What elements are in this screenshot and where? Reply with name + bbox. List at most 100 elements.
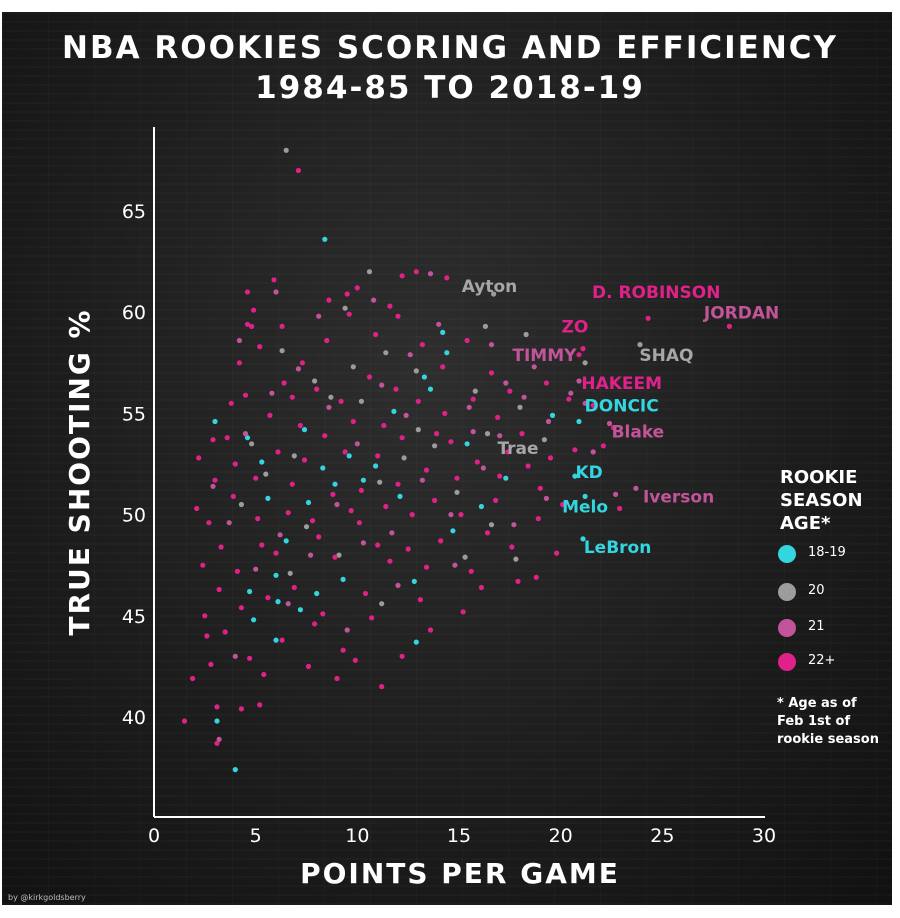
data-point — [275, 449, 281, 455]
y-tick-label: 65 — [122, 201, 146, 223]
data-point — [497, 433, 503, 439]
data-point — [478, 584, 484, 591]
annotation-label: Melo — [562, 498, 608, 518]
x-ticks: 0 5 10 15 20 25 30 — [148, 825, 776, 847]
data-point — [352, 657, 358, 663]
data-point — [350, 364, 356, 370]
data-point — [440, 329, 446, 335]
data-point — [340, 647, 346, 653]
legend-label: 20 — [808, 583, 825, 598]
data-point — [560, 501, 566, 508]
data-point — [472, 388, 478, 394]
legend-swatch — [778, 619, 796, 637]
data-point — [491, 291, 497, 297]
data-point — [537, 485, 543, 491]
data-point — [488, 522, 495, 528]
data-point — [478, 503, 484, 510]
data-point — [238, 501, 244, 508]
data-point — [279, 348, 285, 354]
data-point — [377, 479, 383, 485]
data-point — [515, 578, 521, 585]
data-point — [214, 704, 220, 710]
data-point — [299, 360, 305, 366]
data-point — [257, 344, 263, 350]
data-point — [423, 467, 430, 473]
data-point — [249, 323, 255, 329]
data-point — [238, 706, 244, 712]
data-point — [379, 601, 385, 607]
data-point — [395, 313, 401, 319]
data-point — [277, 532, 283, 538]
x-tick-label: 15 — [447, 825, 471, 847]
data-point — [389, 530, 395, 536]
data-point — [267, 412, 273, 418]
data-point — [362, 590, 369, 597]
data-point — [295, 167, 301, 174]
data-point — [633, 485, 639, 491]
data-point — [236, 337, 242, 344]
data-point — [269, 390, 275, 396]
data-point — [212, 418, 218, 425]
data-point — [464, 337, 470, 344]
annotation-label: KD — [575, 463, 602, 483]
data-point — [488, 342, 495, 348]
data-point — [253, 475, 259, 481]
data-point — [474, 459, 480, 465]
data-point — [379, 382, 385, 388]
data-point — [348, 508, 354, 514]
data-point — [291, 453, 297, 459]
chart-title-line-2: 1984-85 TO 2018-19 — [255, 70, 645, 106]
data-point — [549, 412, 556, 418]
y-axis-label: TRUE SHOOTING % — [63, 308, 96, 636]
data-point — [226, 520, 232, 526]
data-point — [255, 516, 261, 522]
data-point — [572, 447, 578, 453]
data-point — [336, 552, 342, 558]
y-tick-label: 50 — [122, 505, 146, 527]
data-point — [495, 414, 501, 420]
data-point — [214, 740, 220, 746]
data-point — [210, 437, 216, 443]
data-point — [232, 461, 238, 467]
data-point — [251, 617, 257, 623]
chart-title-line-1: NBA ROOKIES SCORING AND EFFICIENCY — [62, 30, 838, 66]
x-axis-label: POINTS PER GAME — [300, 857, 620, 890]
data-point — [545, 418, 552, 425]
x-tick-label: 0 — [148, 825, 160, 847]
legend-swatch — [778, 653, 796, 671]
data-point — [295, 366, 301, 372]
data-point — [460, 609, 466, 615]
data-point — [212, 477, 218, 483]
data-point — [442, 410, 448, 416]
data-point — [576, 418, 582, 425]
data-point — [322, 236, 328, 242]
legend-label: 18-19 — [808, 545, 846, 560]
data-point — [303, 524, 310, 530]
data-point — [257, 702, 263, 708]
data-point — [244, 321, 251, 327]
data-point — [316, 313, 322, 319]
annotation-label: Iverson — [643, 488, 714, 508]
data-point — [375, 453, 381, 459]
data-point — [283, 147, 289, 153]
data-point — [273, 572, 279, 578]
legend-title-line-3: AGE* — [780, 513, 831, 534]
data-point — [419, 342, 425, 348]
data-point — [470, 396, 476, 402]
data-point — [216, 736, 222, 742]
data-point — [312, 621, 318, 627]
data-point — [450, 528, 456, 534]
data-point — [387, 558, 393, 564]
x-tick-label: 20 — [549, 825, 573, 847]
data-point — [454, 489, 460, 495]
data-point — [322, 433, 328, 439]
legend-label: 22+ — [808, 653, 836, 668]
data-point — [488, 370, 495, 376]
data-point — [484, 431, 491, 437]
data-point — [580, 346, 586, 352]
data-point — [432, 497, 438, 503]
data-point — [403, 412, 409, 418]
data-point — [373, 463, 379, 469]
data-point — [283, 538, 289, 544]
